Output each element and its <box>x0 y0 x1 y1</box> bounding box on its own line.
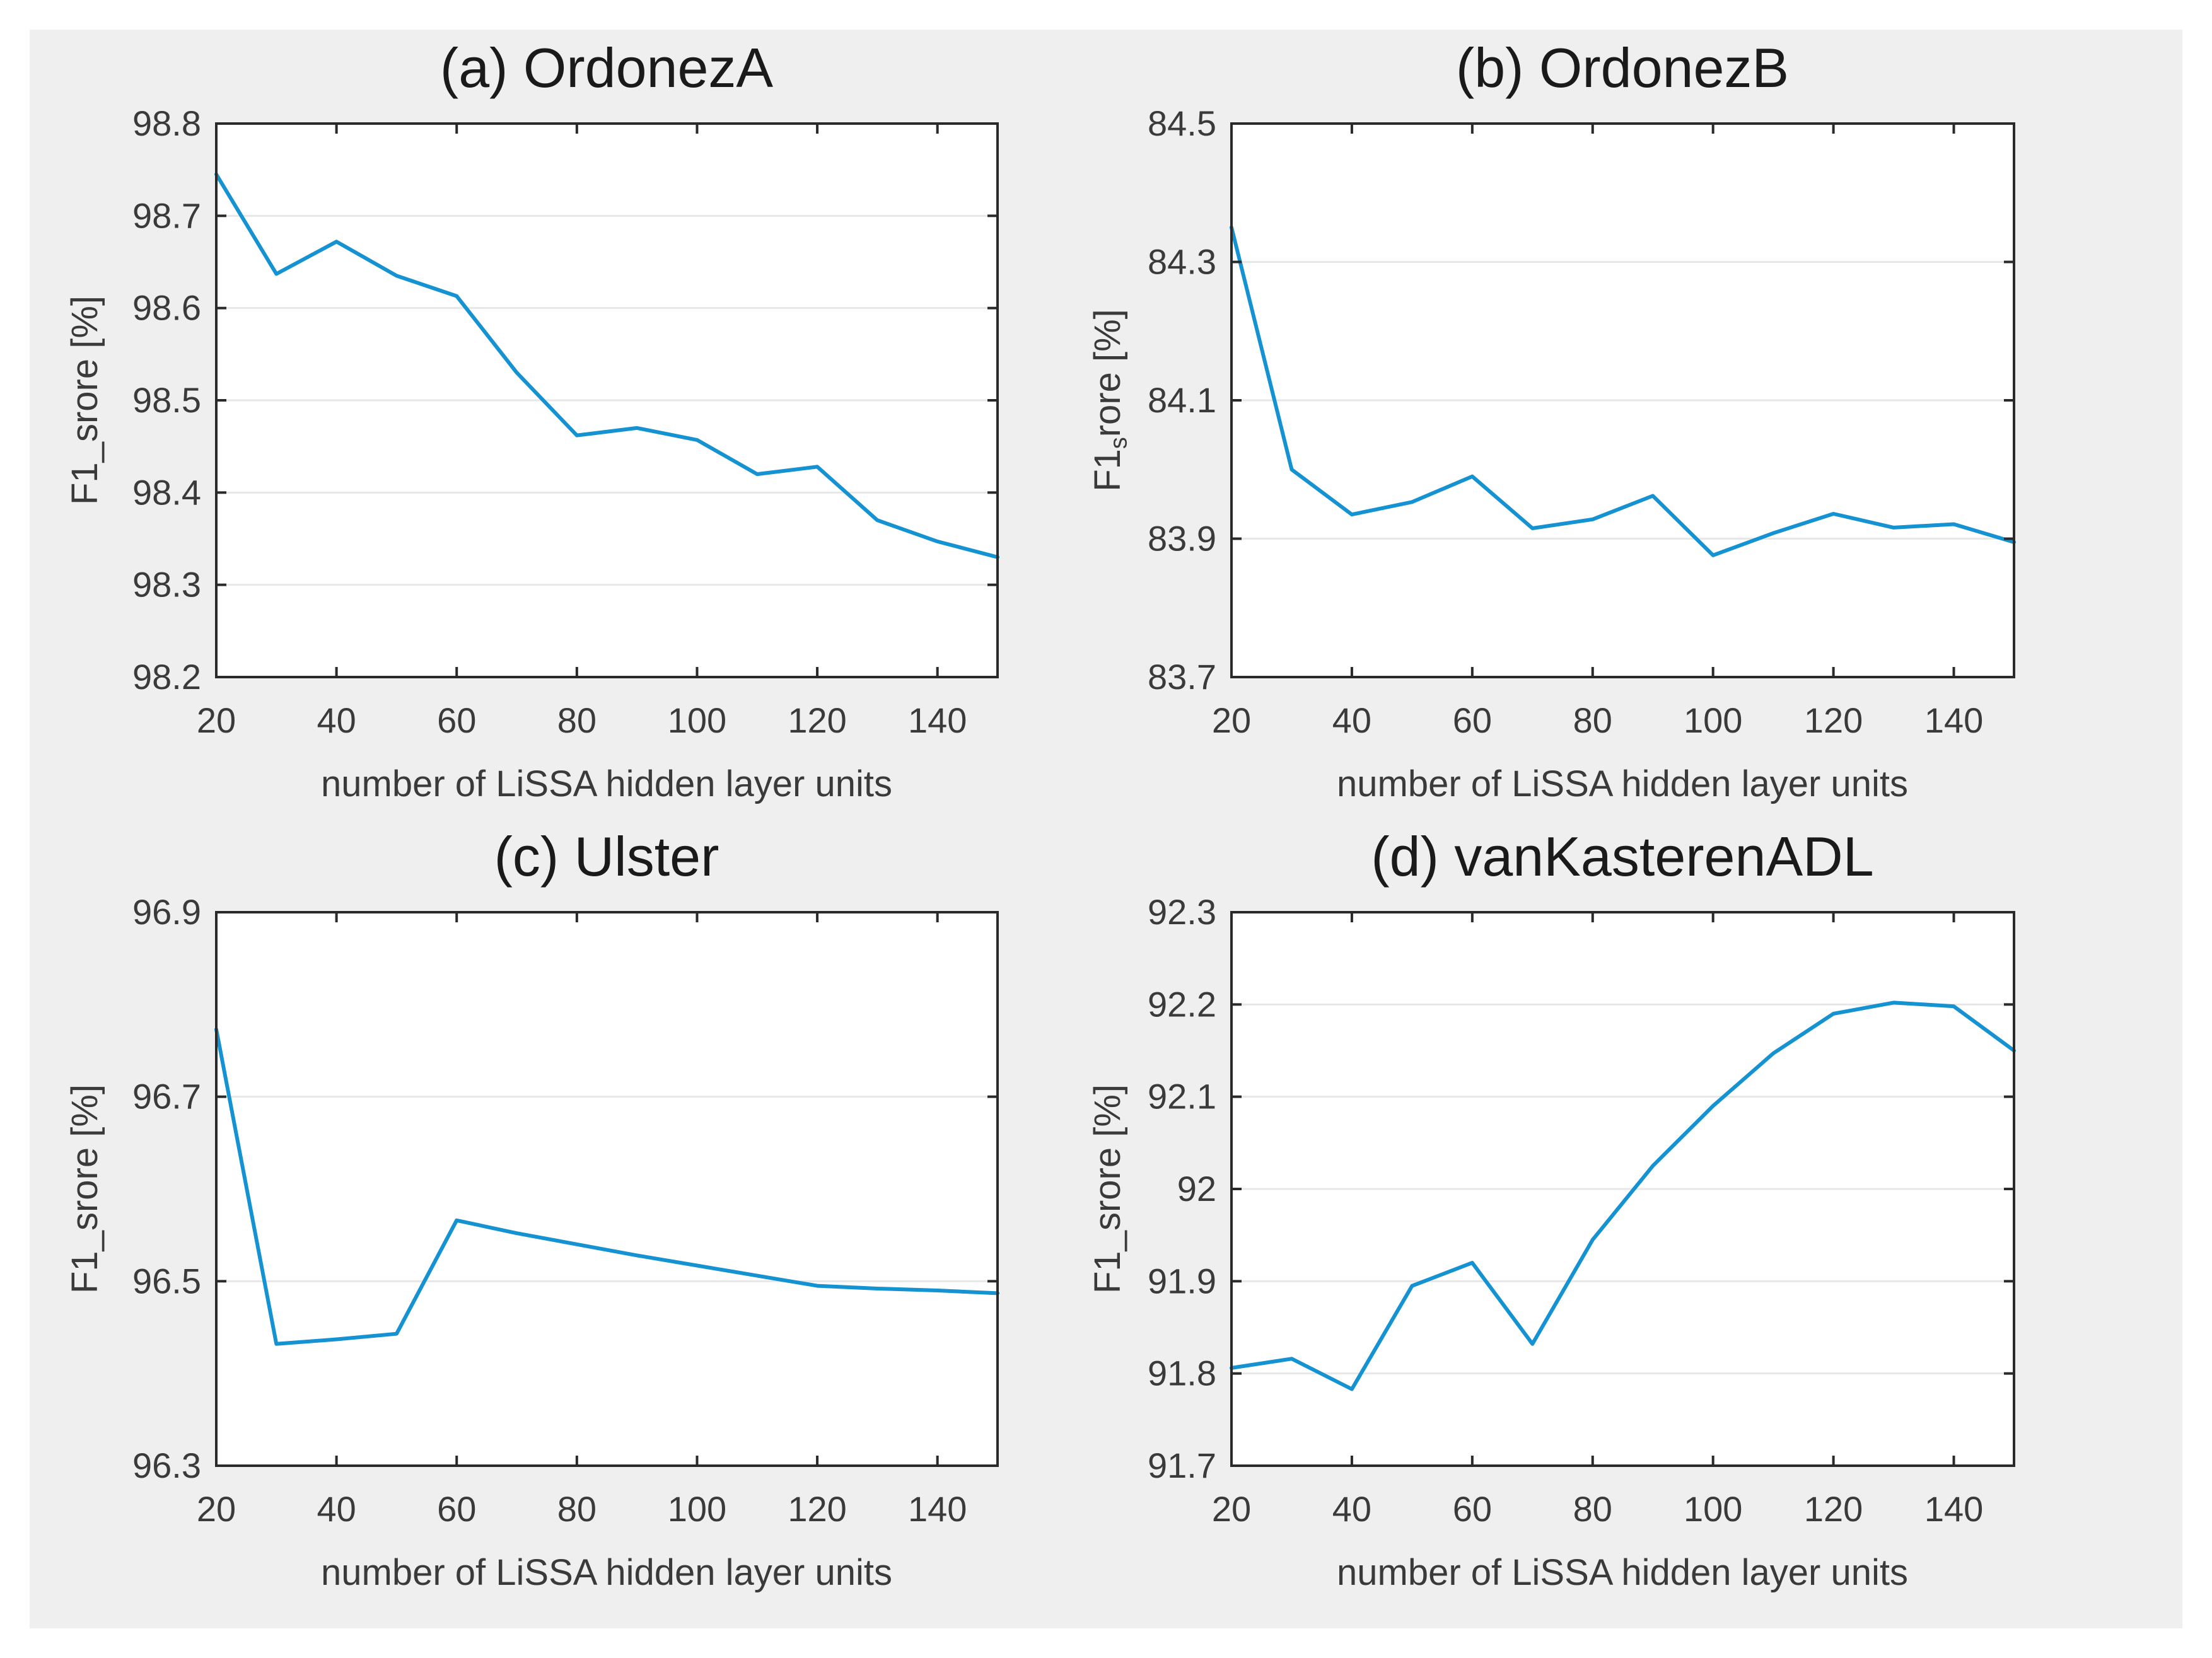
subplot-d-ytick-label: 92.3 <box>1148 892 1216 932</box>
subplot-a-ytick-label: 98.5 <box>132 380 201 420</box>
subplot-b-xtick-label: 120 <box>1804 700 1863 740</box>
ylabel-text: F1 <box>1087 449 1128 492</box>
subplot-c-title: (c) Ulster <box>494 825 719 888</box>
subplot-b-xlabel: number of LiSSA hidden layer units <box>1337 763 1908 804</box>
subplot-b-xtick-label: 140 <box>1924 700 1983 740</box>
subplot-d-xtick-label: 60 <box>1453 1489 1492 1529</box>
subplot-d-ytick-label: 91.9 <box>1148 1261 1216 1301</box>
subplot-a-xlabel: number of LiSSA hidden layer units <box>321 763 892 804</box>
ylabel-text: F1_srore [%] <box>1087 1084 1128 1294</box>
subplot-a-ytick-label: 98.2 <box>132 657 201 697</box>
subplot-a-ytick-label: 98.4 <box>132 472 201 512</box>
subplot-c-xtick-label: 40 <box>317 1489 356 1529</box>
subplot-d-ytick-label: 92.2 <box>1148 984 1216 1024</box>
subplot-c-xtick-label: 60 <box>437 1489 476 1529</box>
ylabel-text: F1_srore [%] <box>64 1084 105 1294</box>
subplot-d-xtick-label: 40 <box>1332 1489 1371 1529</box>
subplot-d-ytick-label: 92 <box>1177 1169 1216 1209</box>
subplot-d-xlabel: number of LiSSA hidden layer units <box>1337 1552 1908 1593</box>
subplot-b-ytick-label: 84.1 <box>1148 380 1216 420</box>
subplot-a-xtick-label: 120 <box>788 700 846 740</box>
subplot-d-xtick-label: 120 <box>1804 1489 1863 1529</box>
subplot-a-xtick-label: 60 <box>437 700 476 740</box>
subplot-c-ylabel: F1_srore [%] <box>63 748 107 1630</box>
subplot-a-xtick-label: 140 <box>908 700 967 740</box>
subplot-b-title: (b) OrdonezB <box>1455 37 1790 99</box>
subplot-d-ytick-label: 92.1 <box>1148 1077 1216 1116</box>
subplot-c-xtick-label: 120 <box>788 1489 846 1529</box>
subplot-b-ylabel: F1srore [%] <box>1086 0 1132 842</box>
subplot-d-ytick-label: 91.8 <box>1148 1354 1216 1393</box>
ylabel-subscript: s <box>1105 437 1132 449</box>
subplot-c-ytick-label: 96.5 <box>132 1261 201 1301</box>
subplot-b-ytick-label: 83.7 <box>1148 657 1216 697</box>
subplot-b-xtick-label: 100 <box>1684 700 1742 740</box>
subplot-b-xtick-label: 60 <box>1453 700 1492 740</box>
subplot-c-xtick-label: 140 <box>908 1489 967 1529</box>
subplot-c-ytick-label: 96.9 <box>132 892 201 932</box>
subplot-b-ytick-label: 84.3 <box>1148 242 1216 282</box>
subplot-d-xtick-label: 100 <box>1684 1489 1742 1529</box>
subplot-d-xtick-label: 140 <box>1924 1489 1983 1529</box>
ylabel-text: F1_srore [%] <box>64 296 105 505</box>
subplot-c-xtick-label: 100 <box>668 1489 726 1529</box>
subplot-a-title: (a) OrdonezA <box>439 37 774 99</box>
subplot-c-ytick-label: 96.7 <box>132 1077 201 1116</box>
subplot-a-xtick-label: 40 <box>317 700 356 740</box>
subplot-b-xtick-label: 40 <box>1332 700 1371 740</box>
subplot-a-ytick-label: 98.6 <box>132 288 201 328</box>
subplot-d-ylabel: F1_srore [%] <box>1086 748 1130 1630</box>
subplot-b-ytick-label: 84.5 <box>1148 103 1216 143</box>
subplot-a-ytick-label: 98.7 <box>132 195 201 235</box>
subplot-d-xtick-label: 20 <box>1212 1489 1251 1529</box>
subplot-c-xlabel: number of LiSSA hidden layer units <box>321 1552 892 1593</box>
subplot-a-ytick-label: 98.8 <box>132 103 201 143</box>
subplot-c-xtick-label: 20 <box>197 1489 236 1529</box>
ylabel-text: rore [%] <box>1087 309 1128 438</box>
subplot-c-xtick-label: 80 <box>557 1489 597 1529</box>
subplot-b-xtick-label: 80 <box>1573 700 1612 740</box>
subplot-a-ytick-label: 98.3 <box>132 565 201 605</box>
subplot-a-xtick-label: 100 <box>668 700 726 740</box>
subplot-b-ytick-label: 83.9 <box>1148 519 1216 559</box>
subplot-a-ylabel: F1_srore [%] <box>63 0 107 842</box>
subplot-a-xtick-label: 80 <box>557 700 597 740</box>
subplot-c-ytick-label: 96.3 <box>132 1446 201 1485</box>
subplot-b-xtick-label: 20 <box>1212 700 1251 740</box>
subplot-d-xtick-label: 80 <box>1573 1489 1612 1529</box>
subplot-d-ytick-label: 91.7 <box>1148 1446 1216 1485</box>
subplot-d-title: (d) vanKasterenADL <box>1371 825 1874 888</box>
subplot-a-xtick-label: 20 <box>197 700 236 740</box>
